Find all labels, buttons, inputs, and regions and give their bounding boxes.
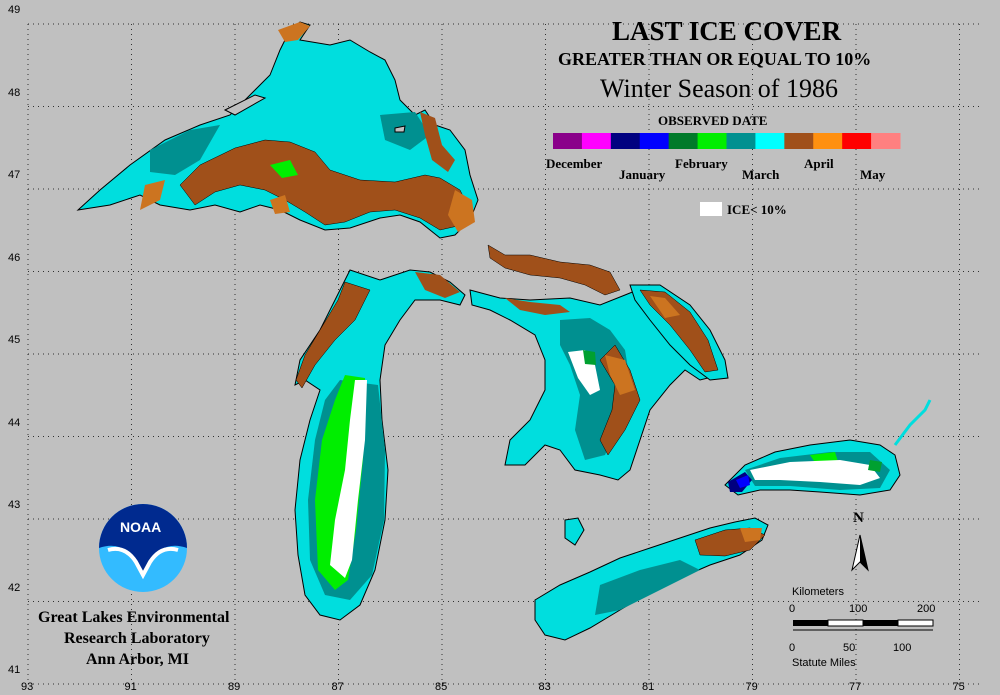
scale-mi-label: Statute Miles [792,657,856,669]
lake-michigan [294,269,466,621]
lake-superior-april [420,112,455,172]
lake-huron-april [505,298,570,315]
lake-erie [534,517,769,641]
map-title: LAST ICE COVER [612,16,842,46]
scale-km-tick-0: 0 [789,603,796,615]
lake-erie-april-light [740,528,762,542]
legend-swatch [639,133,670,149]
legend-swatch [553,133,583,149]
georgian-bay-april-light [650,296,680,318]
credit-line-1: Great Lakes Environmental [38,609,230,626]
lake-superior-february [270,160,298,178]
longitude-label: 75 [952,681,965,693]
lat-lon-grid [27,23,980,685]
latitude-label: 47 [8,169,21,181]
scale-mi-tick-100: 100 [893,642,912,654]
lake-ontario-ice-lt-10 [750,460,880,485]
st-lawrence-river [893,399,932,446]
legend-label-april: April [804,156,834,171]
lake-superior-april [140,180,165,210]
legend-swatch [755,133,785,149]
credit-line-2: Research Laboratory [64,630,210,647]
lake-huron-april-light [605,355,635,395]
ice-lt-10-label: ICE< 10% [727,202,787,217]
latitude-label: 42 [8,581,21,594]
scale-mi-tick-50: 50 [843,642,856,654]
latitude-label: 49 [8,4,21,16]
latitude-label: 48 [8,86,21,99]
legend-swatch [697,133,727,149]
legend-swatch [668,133,699,149]
legend-swatch [726,133,756,149]
longitude-label: 83 [538,681,551,693]
lake-superior [76,21,479,239]
lake-huron-february [583,350,596,365]
legend-swatch [581,133,612,149]
longitude-label: 91 [124,681,137,693]
lake-michigan-april [415,272,460,298]
noaa-logo-text: NOAA [120,519,162,535]
latitude-label: 41 [8,664,21,676]
longitude-label: 77 [849,681,862,693]
lake-erie-march-dark [595,560,700,615]
lake-superior-march-dark [380,112,430,150]
latitude-label: 44 [8,416,21,429]
north-arrow [851,534,869,572]
lake-ontario-february [868,460,882,472]
season-label: Winter Season of 1986 [600,74,838,103]
legend-swatch [871,133,901,149]
lake-ontario-january [736,475,750,488]
latitude-label: 43 [8,499,21,511]
map-subtitle: GREATER THAN OR EQUAL TO 10% [558,49,872,69]
ice-lt-10-swatch [700,202,722,216]
credit-line-3: Ann Arbor, MI [86,651,189,668]
legend-swatch [842,133,872,149]
legend-label-february: February [675,156,728,171]
latitude-label: 45 [8,334,21,346]
legend-swatch [813,133,843,149]
georgian-bay [629,284,729,381]
lake-huron [469,284,721,481]
legend-swatch [610,133,641,149]
scale-km-tick-200: 200 [917,603,936,615]
longitude-label: 93 [21,681,34,693]
legend-heading: OBSERVED DATE [658,113,768,128]
island [394,125,406,133]
isle-royale [223,94,267,116]
legend-label-march: March [742,167,780,182]
legend-swatch [784,133,814,149]
longitude-label: 87 [331,681,344,693]
longitude-label: 81 [642,681,655,693]
noaa-logo [99,504,187,592]
longitude-label: 79 [745,681,758,693]
scale-bar [793,619,934,631]
lake-michigan-ice-lt-10 [330,380,367,578]
lake-st-clair [564,517,585,546]
georgian-bay-april [639,289,719,373]
legend-label-december: December [546,156,603,171]
lake-superior-april [278,22,310,42]
lake-superior-april [448,190,475,232]
lake-superior-march-dark [150,125,220,175]
legend-label-may: May [860,167,886,182]
lake-ontario [724,439,901,496]
scale-km-label: Kilometers [792,586,844,598]
scale-km-tick-100: 100 [849,603,868,615]
longitude-label: 89 [228,681,241,693]
scale-mi-tick-0: 0 [789,642,796,654]
north-arrow-label: N [853,510,864,526]
legend-color-bar [553,133,901,149]
lake-superior-april [270,195,290,214]
latitude-label: 46 [8,251,21,264]
north-channel-ice [487,244,621,296]
lake-michigan-april [295,281,371,389]
longitude-label: 85 [435,681,448,693]
legend-label-january: January [619,167,666,182]
